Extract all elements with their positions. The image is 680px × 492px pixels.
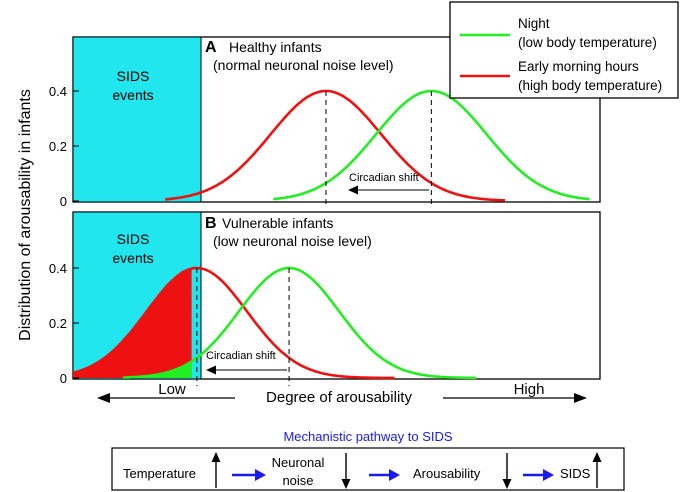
panel-a-circadian-shift-arrow (348, 185, 429, 195)
temperature-up-arrow (211, 452, 221, 488)
panel-b-subtitle: (low neuronal noise level) (213, 233, 372, 249)
x-axis-right-arrowhead (574, 393, 587, 403)
pathway-step-temperature: Temperature (123, 466, 196, 481)
panel-b-sids-label-line1: SIDS (117, 231, 150, 247)
neuronal-noise-down-arrow (341, 453, 351, 489)
panel-a-tick-label-0.2: 0.2 (49, 139, 67, 154)
x-axis: Low Degree of arousability High (97, 381, 587, 406)
panel-a-circadian-shift-label: Circadian shift (349, 172, 419, 184)
pathway: Mechanistic pathway to SIDS Temperature … (111, 429, 625, 491)
pathway-title: Mechanistic pathway to SIDS (283, 429, 452, 444)
pathway-step-neuronal-noise-line2: noise (282, 473, 313, 488)
panel-a-sids-zone (72, 36, 202, 203)
panel-b-circadian-shift-arrow (206, 365, 287, 375)
panel-a-sids-label-line2: events (112, 87, 153, 103)
legend-morning-label-line1: Early morning hours (518, 59, 639, 74)
panel-b-morning-overlap-fill (73, 268, 192, 378)
y-axis-label: Distribution of arousability in infants (17, 89, 34, 341)
panel-a-title: Healthy infants (229, 39, 322, 55)
legend-morning-label-line2: (high body temperature) (518, 78, 662, 93)
x-axis-title: Degree of arousability (266, 389, 412, 406)
panel-a-tick-label-0.4: 0.4 (49, 84, 67, 99)
panel-b-tick-label-0.2: 0.2 (49, 316, 67, 331)
panel-a-sids-label-line1: SIDS (117, 68, 150, 84)
pathway-step-neuronal-noise-line1: Neuronal (272, 455, 325, 470)
x-axis-high-label: High (514, 381, 545, 398)
pathway-connector-arrow-3 (523, 469, 554, 481)
panel-a-letter: A (205, 39, 217, 56)
panel-b-circadian-shift-label: Circadian shift (206, 350, 276, 362)
panel-b-title: Vulnerable infants (222, 215, 334, 231)
panel-b-letter: B (205, 215, 217, 232)
panel-b-night-overlap-fill (123, 361, 192, 378)
x-axis-left-arrowhead (97, 393, 110, 403)
panel-a-tick-label-0: 0 (60, 194, 67, 209)
pathway-step-sids: SIDS (560, 466, 591, 481)
panel-b-tick-label-0.4: 0.4 (49, 261, 67, 276)
panel-b-y-ticks (73, 267, 79, 379)
panel-b-night-curve (123, 266, 477, 380)
panel-b-morning-curve (72, 266, 395, 380)
sids-up-arrow (592, 452, 602, 488)
x-axis-low-label: Low (158, 381, 186, 398)
panel-a-y-ticks (73, 90, 79, 202)
pathway-connector-arrow-1 (232, 469, 266, 481)
panel-b-sids-label-line2: events (112, 250, 153, 266)
panel-a-subtitle: (normal neuronal noise level) (213, 57, 394, 73)
legend-night-label-line1: Night (518, 16, 550, 31)
panel-b-tick-label-0: 0 (60, 371, 67, 386)
legend-night-label-line2: (low body temperature) (518, 35, 657, 50)
legend: Night (low body temperature) Early morni… (449, 1, 679, 99)
arousability-down-arrow (502, 453, 512, 489)
panel-b: SIDS events B Vulnerable infants (low ne… (49, 211, 601, 386)
pathway-connector-arrow-2 (369, 469, 400, 481)
panel-a-morning-curve (165, 89, 506, 202)
legend-box (449, 1, 679, 99)
pathway-box (111, 447, 625, 491)
pathway-step-arousability: Arousability (413, 466, 481, 481)
